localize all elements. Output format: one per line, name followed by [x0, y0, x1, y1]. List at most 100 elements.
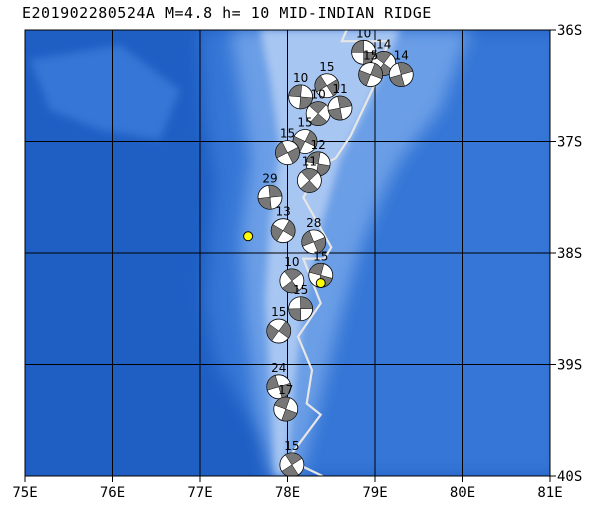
lon-tick-label: 79E: [362, 485, 387, 501]
event-label: 15: [284, 439, 299, 453]
lon-tick-label: 81E: [537, 485, 562, 501]
event-highlight-marker: [243, 231, 254, 242]
beachball-quadrant: [370, 63, 383, 80]
focal-mechanism: 10: [351, 26, 377, 65]
lat-tick-label: 39S: [557, 358, 582, 374]
map-title: E201902280524A M=4.8 h= 10 MID-INDIAN RI…: [22, 4, 432, 22]
beachball-quadrant: [373, 51, 392, 64]
focal-mechanism: 15: [288, 283, 314, 322]
focal-mechanism: 12: [305, 138, 331, 177]
beachball-quadrant: [389, 74, 405, 87]
lon-tick-label: 78E: [275, 485, 300, 501]
beachball-quadrant: [397, 62, 414, 75]
axis-ticks: 75E 76E 77E 78E 79E 80E 81E 36S 37S 38S 39S 40S: [12, 23, 582, 501]
focal-mechanism: 14: [388, 49, 414, 87]
event-label: 17: [278, 383, 293, 397]
lat-tick-label: 36S: [557, 23, 582, 39]
focal-mechanism: 15: [266, 305, 292, 344]
focal-mechanism: 15: [358, 49, 384, 87]
beachball-quadrant: [308, 263, 325, 276]
lon-tick-label: 75E: [12, 485, 37, 501]
event-label: 14: [376, 37, 391, 51]
beachball-quadrant: [274, 396, 291, 410]
beachball-quadrant: [304, 130, 318, 148]
event-label: 15: [319, 60, 334, 74]
event-label: 10: [310, 88, 325, 102]
beachball-quadrant: [266, 375, 280, 391]
event-label: 15: [271, 305, 286, 319]
focal-mechanism: 15: [279, 439, 305, 476]
beachball-quadrant: [257, 196, 272, 210]
beachball-quadrant: [309, 113, 328, 126]
beachball-quadrant: [327, 107, 343, 121]
beachball-quadrant: [301, 230, 315, 247]
focal-mechanism: 10: [305, 88, 331, 127]
focal-mechanism: 11: [327, 82, 353, 121]
highlight-markers: [243, 231, 326, 289]
beachball-quadrant: [281, 408, 298, 422]
event-label: 15: [293, 283, 308, 297]
event-label: 10: [356, 26, 371, 40]
beachball-quadrant: [300, 296, 313, 310]
focal-mechanism: 11: [296, 155, 322, 193]
beachball-quadrant: [351, 40, 364, 53]
event-label: 15: [313, 249, 328, 263]
lon-tick-label: 80E: [450, 485, 475, 501]
beachball-quadrant: [288, 308, 302, 321]
beachball-quadrant: [308, 101, 327, 114]
lat-tick-label: 38S: [557, 246, 582, 262]
focal-mechanism: 10: [288, 71, 314, 110]
beachball-quadrant: [314, 75, 328, 93]
beachball-quadrant: [266, 323, 280, 342]
beachball-quadrant: [270, 224, 284, 242]
beachball-quadrant: [306, 151, 321, 165]
focal-mechanism: 28: [301, 216, 327, 255]
beachball-quadrant: [284, 452, 303, 466]
focal-mechanism: 10: [279, 255, 305, 294]
lat-tick-label: 40S: [557, 469, 582, 485]
focal-mechanism: 15: [292, 116, 318, 154]
event-label: 14: [394, 49, 409, 63]
event-label: 29: [262, 171, 277, 185]
event-label: 24: [271, 361, 286, 375]
lat-tick-label: 37S: [557, 135, 582, 151]
event-label: 15: [280, 127, 295, 141]
focal-mechanism: 15: [314, 60, 340, 99]
beachball-quadrant: [337, 95, 353, 109]
focal-mechanism: 17: [273, 383, 299, 422]
event-label: 10: [293, 71, 308, 85]
lon-tick-label: 77E: [187, 485, 212, 501]
beachball-quadrant: [300, 168, 319, 181]
beachball-quadrant: [281, 464, 299, 476]
focal-mechanism: 24: [266, 361, 292, 400]
event-label: 28: [306, 216, 321, 230]
event-label: 15: [297, 116, 312, 130]
beachball-quadrant: [284, 268, 302, 282]
beachball-quadrant: [282, 280, 300, 294]
event-label: 11: [302, 155, 317, 169]
event-label: 13: [275, 205, 290, 219]
beachball-quadrant: [275, 141, 288, 159]
beachball-quadrant: [299, 96, 313, 110]
west-shoal: [30, 45, 180, 140]
beachball-quadrant: [282, 220, 296, 238]
event-label: 15: [363, 49, 378, 63]
beachball-quadrant: [313, 237, 326, 254]
beachball-quadrant: [278, 320, 291, 339]
event-highlight-marker: [315, 278, 326, 289]
event-label: 12: [310, 138, 325, 152]
beachball-quadrant: [326, 79, 340, 97]
beachball-quadrant: [358, 69, 371, 87]
focal-mechanism: 15: [275, 127, 300, 166]
beachball-quadrant: [300, 180, 318, 193]
event-label: 10: [284, 255, 299, 269]
beachball-quadrant: [268, 185, 283, 198]
beachball-quadrant: [288, 84, 302, 98]
event-label: 11: [332, 82, 347, 96]
focal-mechanism: 29: [257, 171, 283, 210]
focal-mechanism: 13: [270, 205, 296, 244]
lon-tick-label: 76E: [100, 485, 125, 501]
